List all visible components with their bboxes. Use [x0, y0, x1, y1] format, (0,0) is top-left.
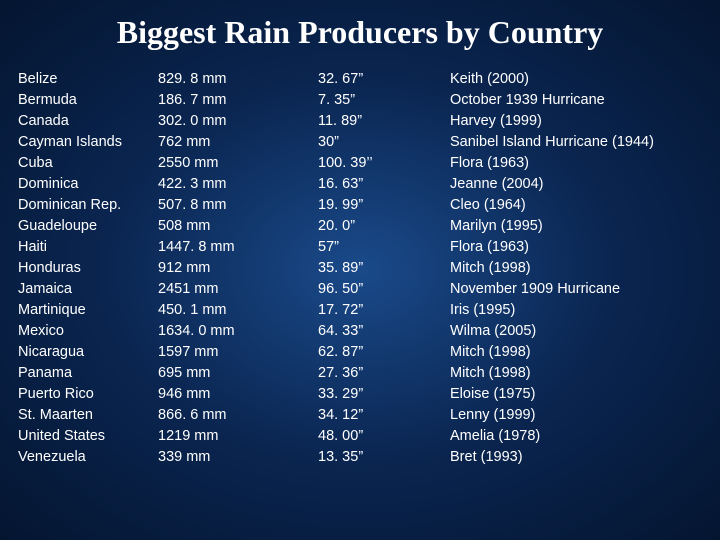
cell-inches: 100. 39’’: [318, 153, 450, 174]
cell-country: Jamaica: [18, 279, 158, 300]
cell-country: Martinique: [18, 300, 158, 321]
cell-storm: Bret (1993): [450, 447, 710, 468]
cell-mm: 1447. 8 mm: [158, 237, 318, 258]
cell-storm: Sanibel Island Hurricane (1944): [450, 132, 710, 153]
cell-inches: 16. 63”: [318, 174, 450, 195]
cell-inches: 7. 35”: [318, 90, 450, 111]
cell-country: United States: [18, 426, 158, 447]
data-table: BelizeBermudaCanadaCayman IslandsCubaDom…: [0, 69, 720, 468]
cell-country: Cayman Islands: [18, 132, 158, 153]
cell-inches: 34. 12”: [318, 405, 450, 426]
cell-mm: 508 mm: [158, 216, 318, 237]
cell-mm: 507. 8 mm: [158, 195, 318, 216]
cell-country: Cuba: [18, 153, 158, 174]
cell-inches: 96. 50”: [318, 279, 450, 300]
cell-country: Haiti: [18, 237, 158, 258]
column-country: BelizeBermudaCanadaCayman IslandsCubaDom…: [18, 69, 158, 468]
cell-storm: Harvey (1999): [450, 111, 710, 132]
cell-mm: 339 mm: [158, 447, 318, 468]
cell-storm: Mitch (1998): [450, 363, 710, 384]
cell-mm: 866. 6 mm: [158, 405, 318, 426]
cell-inches: 11. 89”: [318, 111, 450, 132]
cell-mm: 829. 8 mm: [158, 69, 318, 90]
column-inches: 32. 67”7. 35”11. 89”30”100. 39’’16. 63”1…: [318, 69, 450, 468]
cell-country: Puerto Rico: [18, 384, 158, 405]
cell-inches: 27. 36”: [318, 363, 450, 384]
cell-country: St. Maarten: [18, 405, 158, 426]
cell-mm: 450. 1 mm: [158, 300, 318, 321]
cell-mm: 695 mm: [158, 363, 318, 384]
cell-country: Panama: [18, 363, 158, 384]
cell-storm: Keith (2000): [450, 69, 710, 90]
cell-mm: 762 mm: [158, 132, 318, 153]
page-title: Biggest Rain Producers by Country: [0, 0, 720, 69]
cell-inches: 33. 29”: [318, 384, 450, 405]
cell-storm: Flora (1963): [450, 237, 710, 258]
cell-mm: 422. 3 mm: [158, 174, 318, 195]
column-mm: 829. 8 mm186. 7 mm302. 0 mm762 mm2550 mm…: [158, 69, 318, 468]
cell-mm: 1219 mm: [158, 426, 318, 447]
cell-mm: 2550 mm: [158, 153, 318, 174]
cell-inches: 48. 00”: [318, 426, 450, 447]
cell-country: Belize: [18, 69, 158, 90]
cell-inches: 32. 67”: [318, 69, 450, 90]
cell-mm: 1597 mm: [158, 342, 318, 363]
cell-storm: Lenny (1999): [450, 405, 710, 426]
cell-storm: Wilma (2005): [450, 321, 710, 342]
cell-country: Honduras: [18, 258, 158, 279]
cell-country: Guadeloupe: [18, 216, 158, 237]
cell-storm: Iris (1995): [450, 300, 710, 321]
cell-mm: 1634. 0 mm: [158, 321, 318, 342]
cell-storm: Eloise (1975): [450, 384, 710, 405]
cell-country: Canada: [18, 111, 158, 132]
cell-mm: 186. 7 mm: [158, 90, 318, 111]
cell-mm: 2451 mm: [158, 279, 318, 300]
cell-storm: Marilyn (1995): [450, 216, 710, 237]
cell-inches: 64. 33”: [318, 321, 450, 342]
cell-mm: 302. 0 mm: [158, 111, 318, 132]
cell-inches: 57”: [318, 237, 450, 258]
cell-inches: 62. 87”: [318, 342, 450, 363]
cell-storm: Mitch (1998): [450, 342, 710, 363]
cell-mm: 946 mm: [158, 384, 318, 405]
cell-storm: Mitch (1998): [450, 258, 710, 279]
cell-inches: 35. 89”: [318, 258, 450, 279]
cell-storm: October 1939 Hurricane: [450, 90, 710, 111]
cell-inches: 30”: [318, 132, 450, 153]
cell-country: Nicaragua: [18, 342, 158, 363]
cell-storm: Jeanne (2004): [450, 174, 710, 195]
cell-country: Dominica: [18, 174, 158, 195]
cell-storm: Flora (1963): [450, 153, 710, 174]
cell-inches: 20. 0”: [318, 216, 450, 237]
cell-inches: 19. 99”: [318, 195, 450, 216]
cell-storm: November 1909 Hurricane: [450, 279, 710, 300]
cell-inches: 17. 72”: [318, 300, 450, 321]
cell-inches: 13. 35”: [318, 447, 450, 468]
cell-country: Mexico: [18, 321, 158, 342]
cell-storm: Amelia (1978): [450, 426, 710, 447]
cell-country: Venezuela: [18, 447, 158, 468]
cell-mm: 912 mm: [158, 258, 318, 279]
cell-country: Bermuda: [18, 90, 158, 111]
cell-storm: Cleo (1964): [450, 195, 710, 216]
column-storm: Keith (2000)October 1939 HurricaneHarvey…: [450, 69, 710, 468]
cell-country: Dominican Rep.: [18, 195, 158, 216]
